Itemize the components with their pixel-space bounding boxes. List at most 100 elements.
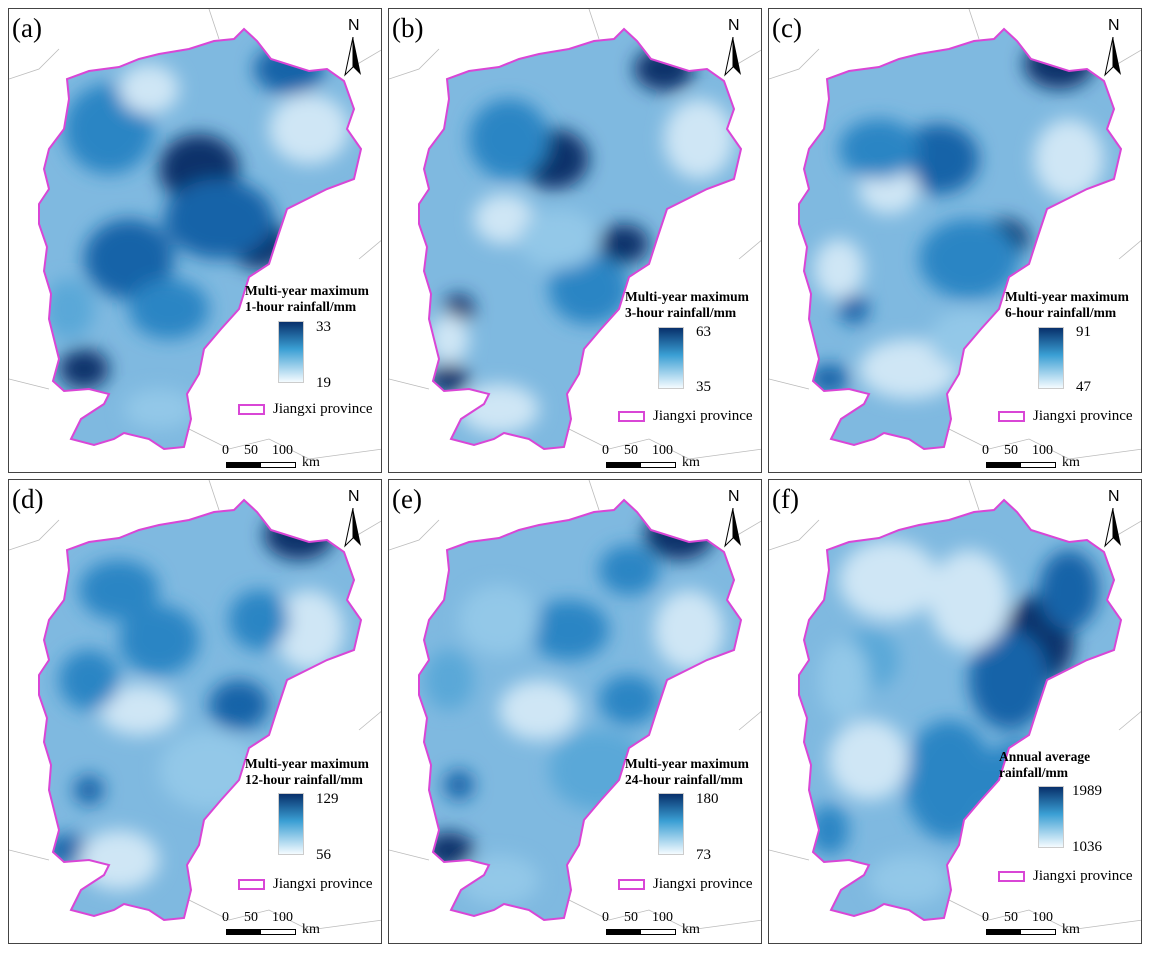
- legend-max-value: 180: [696, 791, 719, 807]
- rainfall-zone: [664, 99, 734, 179]
- province-boundary: [798, 27, 1123, 451]
- rainfall-zone: [859, 339, 959, 399]
- color-ramp: [278, 321, 304, 383]
- rainfall-map-f: [769, 480, 1141, 931]
- scale-bar: 0 50 100 km: [602, 443, 700, 470]
- rainfall-zone: [59, 349, 109, 389]
- map-panel-a: (a) N Multi-year maximum 1-hour rainfall/…: [8, 8, 382, 473]
- panel-label: (c): [772, 13, 802, 43]
- rainfall-zone: [654, 590, 724, 670]
- north-arrow-icon: N: [343, 488, 367, 548]
- rainfall-zone: [549, 254, 629, 324]
- province-boundary: [418, 27, 743, 451]
- province-swatch-icon: [238, 404, 265, 416]
- north-arrow-icon: N: [1103, 17, 1127, 77]
- rainfall-zone: [129, 279, 209, 339]
- scale-bar: 0 50 100 km: [602, 910, 700, 937]
- panel-label: (b): [392, 13, 424, 43]
- legend-title: Multi-year maximum 1-hour rainfall/mm: [245, 283, 369, 314]
- rainfall-zone: [229, 590, 289, 650]
- rainfall-zone: [1024, 39, 1094, 89]
- legend-min-value: 47: [1076, 379, 1091, 395]
- legend-min-value: 19: [316, 375, 331, 391]
- neighbour-boundaries: [769, 9, 1141, 460]
- province-swatch-icon: [998, 411, 1025, 423]
- legend-max-value: 63: [696, 324, 711, 340]
- rainfall-zone: [459, 384, 539, 434]
- rainfall-zone: [969, 630, 1049, 730]
- rainfall-zone: [274, 590, 344, 670]
- rainfall-zone: [99, 685, 179, 735]
- rainfall-zone: [829, 720, 909, 800]
- rainfall-zone: [59, 650, 119, 710]
- rainfall-zone: [839, 294, 869, 324]
- rainfall-zone: [209, 680, 269, 730]
- map-panel-b: (b) N Multi-year maximum 3-hour rainfall/…: [388, 8, 762, 473]
- scale-bar: 0 50 100 km: [222, 443, 320, 470]
- province-legend: Jiangxi province: [618, 408, 753, 425]
- rainfall-zone: [79, 560, 159, 620]
- rainfall-zone: [809, 805, 849, 855]
- scale-bar: 0 50 100 km: [982, 910, 1080, 937]
- rainfall-zone: [839, 540, 939, 620]
- legend-max-value: 1989: [1072, 783, 1102, 799]
- neighbour-boundaries: [389, 9, 761, 460]
- province-legend: Jiangxi province: [618, 876, 753, 893]
- rainfall-zone: [459, 855, 539, 905]
- rainfall-map-d: [9, 480, 381, 931]
- color-ramp: [658, 793, 684, 855]
- rainfall-zone: [459, 585, 539, 655]
- map-panel-f: (f) N Annual average rainfall/mm 1989 103…: [768, 479, 1142, 944]
- map-panel-e: (e) N Multi-year maximum 24-hour rainfall…: [388, 479, 762, 944]
- rainfall-zone: [929, 309, 1009, 369]
- rainfall-zone: [499, 680, 579, 740]
- rainfall-zone: [919, 219, 1019, 299]
- legend-min-value: 1036: [1072, 839, 1102, 855]
- rainfall-zone: [429, 314, 469, 364]
- rainfall-zone: [599, 675, 659, 725]
- rainfall-zone: [124, 389, 194, 429]
- neighbour-boundaries: [9, 9, 381, 460]
- rainfall-zone: [599, 545, 659, 595]
- legend-title: Annual average rainfall/mm: [999, 749, 1091, 780]
- rainfall-zone: [644, 510, 714, 560]
- neighbour-boundaries: [389, 480, 761, 931]
- rainfall-map-a: [9, 9, 381, 460]
- province-legend: Jiangxi province: [998, 408, 1133, 425]
- province-swatch-icon: [618, 411, 645, 423]
- province-legend: Jiangxi province: [238, 876, 373, 893]
- province-boundary: [418, 498, 743, 922]
- panel-label: (e): [392, 484, 422, 514]
- rainfall-zone: [519, 209, 599, 269]
- province-legend: Jiangxi province: [998, 868, 1133, 885]
- rainfall-map-c: [769, 9, 1141, 460]
- panel-label: (d): [12, 484, 44, 514]
- legend-title: Multi-year maximum 3-hour rainfall/mm: [625, 289, 749, 320]
- north-arrow-icon: N: [723, 17, 747, 77]
- rainfall-zone: [839, 119, 919, 179]
- north-arrow-icon: N: [1103, 488, 1127, 548]
- north-arrow-icon: N: [343, 17, 367, 77]
- rainfall-zone: [469, 99, 549, 179]
- rainfall-zone: [599, 224, 649, 264]
- rainfall-zone: [529, 600, 609, 660]
- rainfall-zone: [269, 94, 349, 164]
- province-boundary: [38, 27, 363, 451]
- map-panel-c: (c) N Multi-year maximum 6-hour rainfall/…: [768, 8, 1142, 473]
- panel-label: (f): [772, 484, 799, 514]
- legend-max-value: 91: [1076, 324, 1091, 340]
- province-legend: Jiangxi province: [238, 401, 373, 418]
- color-ramp: [278, 793, 304, 855]
- color-ramp: [1038, 327, 1064, 389]
- province-boundary: [38, 498, 363, 922]
- rainfall-zone: [899, 124, 979, 194]
- rainfall-map-e: [389, 480, 761, 931]
- province-swatch-icon: [998, 871, 1025, 883]
- rainfall-zone: [119, 64, 179, 114]
- rainfall-zone: [474, 194, 534, 244]
- color-ramp: [1038, 786, 1064, 848]
- north-arrow-icon: N: [723, 488, 747, 548]
- legend-min-value: 35: [696, 379, 711, 395]
- legend-title: Multi-year maximum 12-hour rainfall/mm: [245, 756, 369, 787]
- map-panel-d: (d) N Multi-year maximum 12-hour rainfall…: [8, 479, 382, 944]
